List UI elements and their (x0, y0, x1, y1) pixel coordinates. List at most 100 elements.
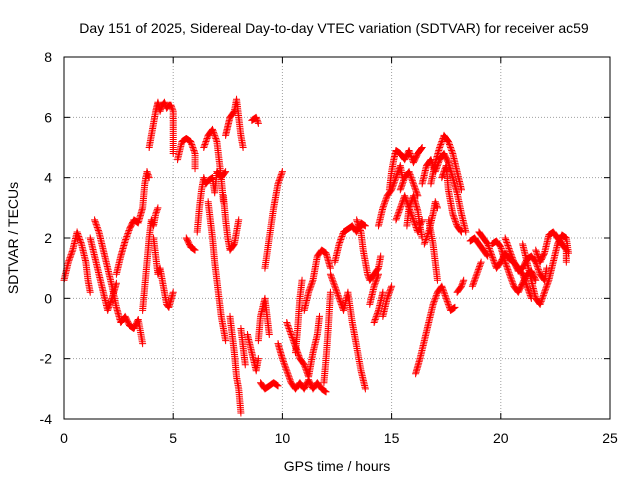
data-point-marker (504, 267, 512, 275)
x-tick-label: 20 (493, 430, 509, 446)
data-point-marker (374, 270, 382, 278)
data-point-marker (336, 297, 344, 305)
data-point-marker (371, 317, 379, 325)
data-point-marker (449, 210, 457, 218)
data-point-marker (329, 276, 337, 284)
data-point-marker (539, 291, 547, 299)
data-point-marker (106, 300, 114, 308)
data-point-marker (307, 282, 315, 290)
data-point-marker (124, 229, 132, 237)
data-point-marker (382, 196, 390, 204)
data-point-marker (373, 309, 381, 317)
data-point-marker (433, 204, 441, 212)
data-point-marker (337, 234, 345, 242)
data-point-marker (441, 291, 449, 299)
data-point-marker (445, 302, 453, 310)
data-point-marker (488, 252, 496, 260)
data-point-marker (443, 297, 451, 305)
y-axis-label: SDTVAR / TECUs (5, 182, 21, 294)
data-point-marker (406, 169, 414, 177)
data-point-marker (436, 144, 444, 151)
data-point-marker (543, 282, 551, 290)
data-point-marker (508, 276, 516, 284)
data-point-marker (190, 147, 198, 155)
data-point-marker (285, 325, 293, 332)
y-tick-label: -4 (40, 411, 53, 427)
data-point-marker (487, 249, 495, 257)
data-point-marker (397, 202, 405, 210)
data-point-marker (525, 287, 533, 295)
data-point-marker (388, 282, 396, 290)
data-point-marker (212, 136, 220, 144)
data-point-marker (488, 251, 496, 259)
data-point-marker (66, 254, 74, 262)
data-point-marker (334, 290, 342, 298)
data-point-marker (371, 315, 379, 323)
data-point-marker (471, 276, 479, 284)
data-point-marker (287, 329, 295, 337)
data-point-marker (503, 239, 511, 247)
data-point-marker (374, 308, 382, 316)
data-point-marker (354, 220, 362, 228)
data-point-marker (373, 273, 381, 281)
data-point-marker (409, 180, 417, 188)
data-point-marker (335, 293, 343, 301)
data-point-marker (160, 98, 168, 106)
data-point-marker (92, 219, 100, 227)
data-point-marker (537, 299, 545, 307)
data-point-marker (439, 287, 447, 295)
data-point-marker (458, 281, 466, 289)
data-point-marker (321, 387, 329, 395)
data-point-marker (107, 297, 115, 305)
data-point-marker (383, 294, 391, 302)
data-point-marker (190, 148, 198, 156)
data-point-marker (441, 290, 449, 298)
data-point-marker (360, 221, 368, 229)
data-point-marker (167, 101, 175, 109)
data-point-marker (459, 278, 467, 286)
data-point-marker (507, 273, 515, 281)
data-point-marker (382, 195, 390, 203)
data-point-marker (533, 261, 541, 269)
data-point-marker (442, 294, 450, 302)
data-point-marker (395, 208, 403, 216)
data-point-marker (448, 147, 456, 155)
data-point-marker (222, 168, 230, 176)
data-point-marker (253, 115, 261, 123)
data-point-marker (254, 118, 262, 126)
data-point-marker (153, 207, 161, 215)
data-point-marker (506, 248, 514, 256)
data-point-marker (485, 243, 493, 251)
data-point-marker (450, 213, 458, 221)
data-point-marker (281, 362, 289, 370)
data-point-marker (533, 251, 541, 259)
data-point-marker (335, 240, 343, 248)
data-point-marker (298, 276, 306, 284)
data-point-marker (410, 217, 418, 225)
data-point-marker (432, 199, 440, 207)
data-point-marker (355, 222, 363, 230)
data-point-marker (211, 133, 219, 141)
data-point-marker (285, 373, 293, 381)
data-point-marker (438, 174, 446, 182)
data-point-marker (503, 240, 511, 248)
data-point-marker (144, 169, 152, 177)
data-point-marker (189, 145, 197, 153)
data-point-marker (145, 174, 153, 182)
data-point-marker (65, 257, 73, 265)
data-point-marker (156, 107, 164, 115)
data-point-marker (524, 285, 532, 293)
data-point-marker (106, 299, 114, 307)
data-point-marker (203, 136, 211, 144)
data-point-marker (452, 219, 460, 227)
y-tick-label: 2 (44, 230, 52, 246)
data-point-marker (104, 306, 112, 314)
data-point-marker (91, 216, 99, 224)
data-point-marker (168, 103, 176, 111)
data-point-marker (537, 297, 545, 305)
data-point-marker (438, 284, 446, 292)
data-point-marker (534, 266, 542, 274)
data-point-marker (157, 106, 165, 114)
x-tick-label: 15 (384, 430, 400, 446)
data-point-marker (483, 251, 491, 259)
